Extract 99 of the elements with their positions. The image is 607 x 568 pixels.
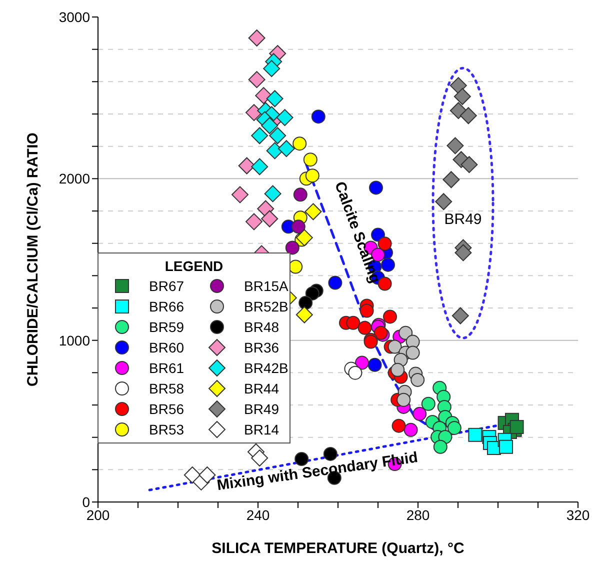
point bbox=[433, 440, 448, 454]
legend-title: LEGEND bbox=[164, 258, 224, 274]
point bbox=[412, 406, 427, 421]
point bbox=[454, 88, 471, 106]
point bbox=[304, 203, 322, 220]
point bbox=[298, 296, 313, 310]
point bbox=[452, 307, 469, 324]
point bbox=[292, 136, 307, 151]
legend-label: BR14 bbox=[244, 422, 280, 438]
point bbox=[251, 127, 268, 144]
point bbox=[510, 420, 524, 434]
point bbox=[460, 107, 477, 124]
point bbox=[346, 316, 360, 330]
point bbox=[450, 77, 467, 94]
point bbox=[246, 213, 262, 230]
point bbox=[381, 258, 395, 272]
point bbox=[348, 366, 362, 380]
point bbox=[406, 346, 420, 360]
point bbox=[288, 260, 303, 274]
point bbox=[390, 362, 405, 377]
point bbox=[435, 193, 452, 210]
point bbox=[378, 276, 392, 291]
legend-label: BR52B bbox=[244, 298, 288, 314]
legend-label: BR44 bbox=[244, 380, 280, 396]
point bbox=[398, 326, 413, 340]
point bbox=[305, 168, 320, 183]
legend-label: BR48 bbox=[244, 319, 280, 335]
x-axis-title: SILICA TEMPERATURE (Quartz), °C bbox=[212, 540, 464, 557]
point bbox=[450, 102, 467, 120]
legend-label: BR61 bbox=[149, 360, 184, 376]
point bbox=[293, 188, 308, 202]
point bbox=[369, 180, 383, 195]
point bbox=[404, 422, 418, 437]
legend-label: BR49 bbox=[244, 401, 280, 417]
point bbox=[368, 358, 382, 372]
point bbox=[238, 157, 256, 174]
point bbox=[251, 158, 268, 176]
point bbox=[248, 30, 266, 47]
point bbox=[388, 340, 402, 354]
point bbox=[266, 90, 284, 108]
legend-label: BR42B bbox=[244, 360, 288, 376]
x-tick-label: 240 bbox=[246, 506, 270, 523]
point bbox=[285, 240, 300, 255]
point bbox=[446, 137, 464, 154]
legend-label: BR53 bbox=[149, 422, 184, 438]
legend-label: BR60 bbox=[149, 340, 184, 356]
point bbox=[261, 210, 278, 228]
annotation: BR49 bbox=[444, 211, 482, 228]
x-tick-label: 320 bbox=[566, 506, 590, 523]
point bbox=[468, 428, 482, 442]
x-tick-label: 280 bbox=[406, 506, 430, 523]
y-axis-title: CHLORIDE/CALCIUM (Cl/Ca) RATIO bbox=[24, 132, 42, 386]
point bbox=[184, 466, 201, 484]
point bbox=[264, 185, 282, 202]
point bbox=[383, 310, 397, 324]
point bbox=[232, 186, 248, 204]
point bbox=[421, 396, 436, 411]
point bbox=[246, 104, 262, 122]
point bbox=[447, 420, 462, 435]
point bbox=[278, 140, 295, 158]
legend-label: BR66 bbox=[149, 298, 184, 314]
point bbox=[454, 244, 472, 262]
point bbox=[358, 320, 372, 335]
point bbox=[499, 440, 513, 454]
point bbox=[296, 306, 313, 324]
point bbox=[263, 60, 280, 78]
point bbox=[251, 450, 268, 467]
point bbox=[305, 286, 320, 300]
point bbox=[311, 110, 326, 124]
annotation: Mixing with Secondary Fluid bbox=[216, 449, 419, 494]
point bbox=[269, 127, 286, 144]
point bbox=[442, 171, 460, 188]
point bbox=[360, 304, 374, 318]
point bbox=[410, 372, 425, 387]
point bbox=[355, 356, 369, 370]
legend-label: BR67 bbox=[149, 278, 184, 294]
y-tick-label: 1000 bbox=[58, 332, 90, 348]
y-tick-label: 3000 bbox=[58, 8, 90, 25]
point bbox=[198, 466, 216, 484]
point bbox=[328, 276, 342, 290]
point bbox=[266, 142, 284, 160]
legend-label: BR15A bbox=[244, 278, 290, 294]
point bbox=[303, 152, 318, 167]
legend-label: BR36 bbox=[244, 340, 280, 356]
point bbox=[276, 109, 294, 126]
legend-label: BR59 bbox=[149, 319, 184, 335]
legend-label: BR56 bbox=[149, 401, 184, 417]
point bbox=[291, 220, 306, 234]
point bbox=[248, 71, 266, 88]
point bbox=[378, 236, 392, 251]
annotation: Calcite Scaling bbox=[330, 179, 384, 286]
point bbox=[296, 229, 313, 246]
point bbox=[460, 156, 478, 174]
point bbox=[261, 117, 278, 134]
legend-label: BR58 bbox=[149, 380, 184, 396]
point bbox=[396, 392, 411, 407]
point bbox=[392, 418, 406, 433]
point bbox=[255, 87, 272, 104]
y-tick-label: 2000 bbox=[58, 170, 90, 187]
